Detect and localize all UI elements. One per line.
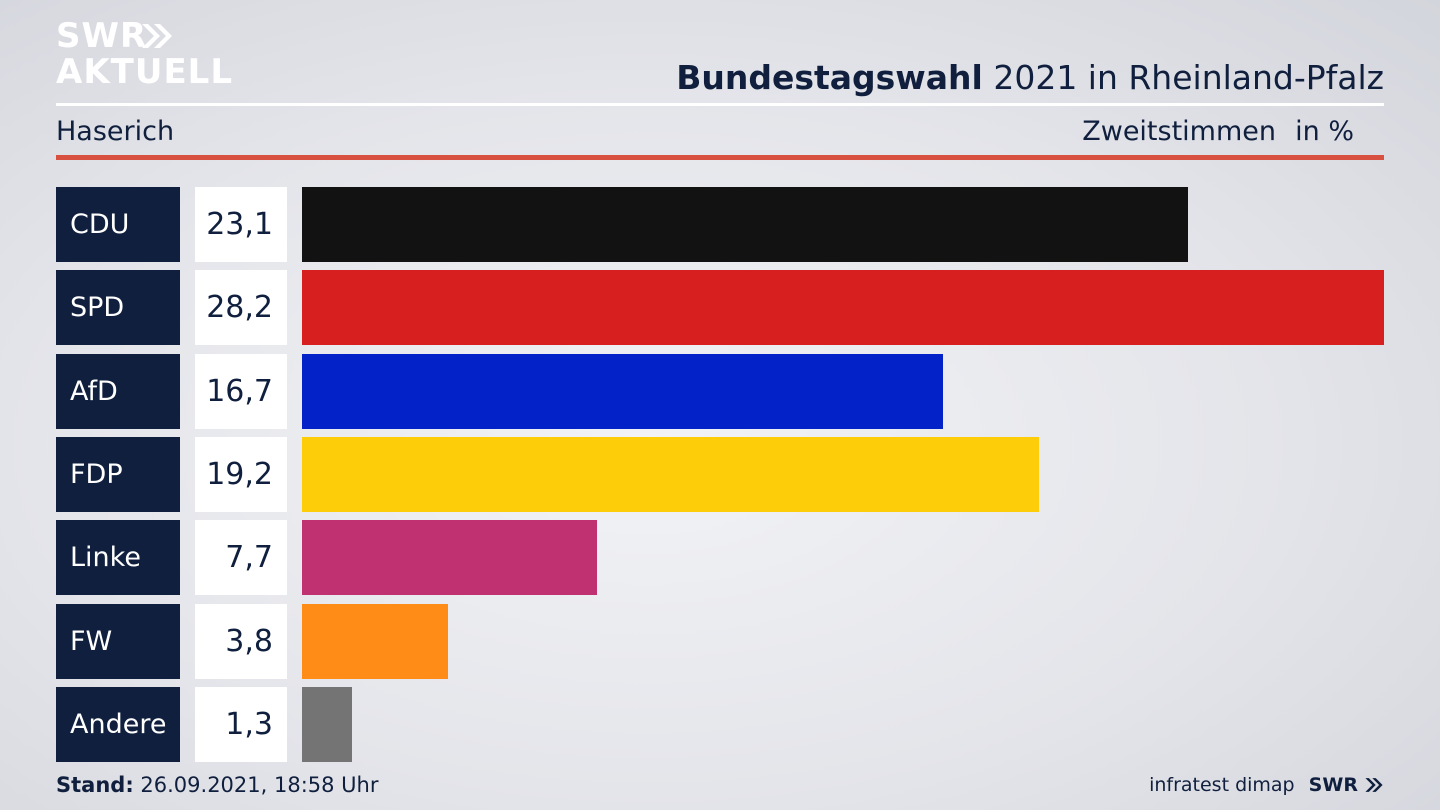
double-chevron-right-icon bbox=[142, 24, 172, 48]
data-label: 19,2 bbox=[195, 437, 287, 512]
footer-credits: infratest dimap SWR bbox=[1149, 772, 1384, 798]
logo-text-swr: SWR bbox=[56, 16, 148, 56]
bar-andere bbox=[302, 687, 352, 762]
double-chevron-right-icon bbox=[1365, 778, 1383, 792]
bar-spd bbox=[302, 270, 1384, 345]
bar-fdp bbox=[302, 437, 1039, 512]
bar-cdu bbox=[302, 187, 1188, 262]
footer-swr-logo: SWR bbox=[1308, 774, 1358, 796]
chart-title: Bundestagswahl 2021 in Rheinland-Pfalz bbox=[676, 58, 1384, 98]
data-label: 23,1 bbox=[195, 187, 287, 262]
metric-label: Zweitstimmen bbox=[1082, 116, 1276, 147]
bar-fw bbox=[302, 604, 448, 679]
category-label: AfD bbox=[56, 354, 180, 429]
header-divider bbox=[56, 103, 1384, 106]
category-label: FDP bbox=[56, 437, 180, 512]
swr-aktuell-logo: SWR AKTUELL bbox=[56, 16, 232, 92]
category-label: Andere bbox=[56, 687, 180, 762]
category-label: CDU bbox=[56, 187, 180, 262]
data-label: 3,8 bbox=[195, 604, 287, 679]
title-bold: Bundestagswahl bbox=[676, 58, 983, 97]
stand-label: Stand: bbox=[56, 773, 134, 797]
category-label: SPD bbox=[56, 270, 180, 345]
data-label: 1,3 bbox=[195, 687, 287, 762]
bar-afd bbox=[302, 354, 943, 429]
bar-linke bbox=[302, 520, 597, 595]
unit-label: in % bbox=[1295, 116, 1354, 147]
source-label: infratest dimap bbox=[1149, 774, 1295, 796]
region-label: Haserich bbox=[56, 116, 175, 147]
logo-text-aktuell: AKTUELL bbox=[56, 52, 234, 92]
stand-value: 26.09.2021, 18:58 Uhr bbox=[133, 773, 379, 797]
data-label: 7,7 bbox=[195, 520, 287, 595]
data-label: 16,7 bbox=[195, 354, 287, 429]
timestamp: Stand: 26.09.2021, 18:58 Uhr bbox=[56, 772, 379, 798]
title-rest: 2021 in Rheinland-Pfalz bbox=[982, 58, 1384, 97]
data-label: 28,2 bbox=[195, 270, 287, 345]
category-label: Linke bbox=[56, 520, 180, 595]
header-accent-rule bbox=[56, 155, 1384, 160]
category-label: FW bbox=[56, 604, 180, 679]
